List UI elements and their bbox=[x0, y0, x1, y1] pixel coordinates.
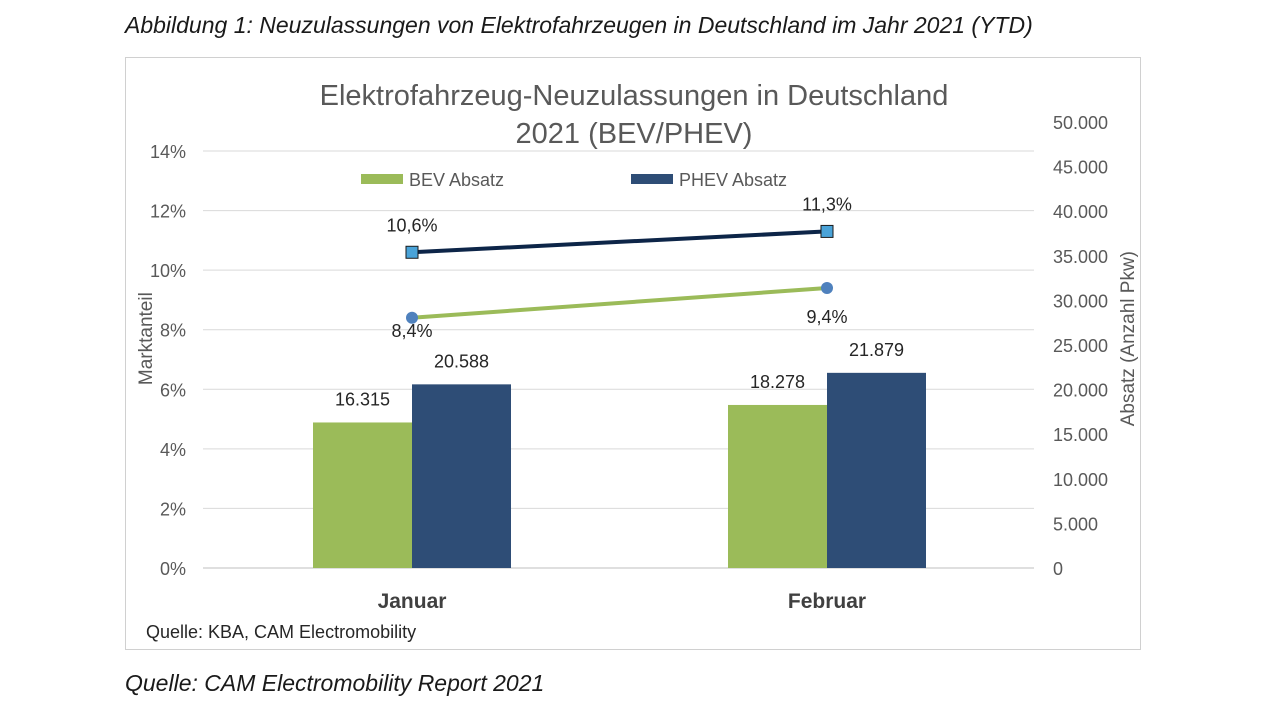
bar-value-label: 16.315 bbox=[335, 389, 390, 409]
labels: Elektrofahrzeug-Neuzulassungen in Deutsc… bbox=[136, 80, 1139, 642]
left-tick-label: 14% bbox=[150, 142, 186, 162]
line-series bbox=[411, 286, 828, 320]
left-tick-label: 2% bbox=[160, 499, 186, 519]
left-tick-label: 4% bbox=[160, 440, 186, 460]
right-axis-title: Absatz (Anzahl Pkw) bbox=[1118, 251, 1139, 426]
chart-title-line: 2021 (BEV/PHEV) bbox=[516, 118, 753, 150]
bar bbox=[313, 422, 412, 568]
right-tick-label: 50.000 bbox=[1053, 113, 1108, 133]
right-tick-label: 35.000 bbox=[1053, 247, 1108, 267]
right-tick-label: 0 bbox=[1053, 559, 1063, 579]
chart-title-line: Elektrofahrzeug-Neuzulassungen in Deutsc… bbox=[320, 80, 949, 112]
right-tick-label: 40.000 bbox=[1053, 202, 1108, 222]
source-note: Quelle: KBA, CAM Electromobility bbox=[146, 622, 416, 642]
left-axis-title: Marktanteil bbox=[136, 292, 157, 385]
line-point bbox=[820, 224, 834, 238]
line-point bbox=[821, 282, 833, 295]
right-tick-label: 10.000 bbox=[1053, 470, 1108, 490]
right-tick-label: 20.000 bbox=[1053, 381, 1108, 401]
right-tick-label: 30.000 bbox=[1053, 291, 1108, 311]
lines bbox=[405, 224, 834, 324]
line-value-label: 8,4% bbox=[391, 321, 432, 341]
legend-label: BEV Absatz bbox=[409, 170, 504, 190]
left-tick-label: 10% bbox=[150, 261, 186, 281]
bar-value-label: 18.278 bbox=[750, 372, 805, 392]
category-label: Januar bbox=[378, 590, 447, 613]
left-tick-label: 6% bbox=[160, 380, 186, 400]
right-tick-label: 25.000 bbox=[1053, 336, 1108, 356]
legend-swatch bbox=[361, 174, 403, 184]
legend-swatch bbox=[631, 174, 673, 184]
bar bbox=[412, 384, 511, 568]
bar-value-label: 21.879 bbox=[849, 340, 904, 360]
chart-svg: Elektrofahrzeug-Neuzulassungen in Deutsc… bbox=[136, 80, 1139, 642]
chart-frame: Elektrofahrzeug-Neuzulassungen in Deutsc… bbox=[125, 57, 1141, 650]
line-series bbox=[411, 229, 828, 255]
left-tick-label: 12% bbox=[150, 202, 186, 222]
line-value-label: 11,3% bbox=[802, 194, 852, 214]
bars bbox=[313, 372, 926, 568]
source-caption: Quelle: CAM Electromobility Report 2021 bbox=[125, 670, 545, 696]
bar-value-label: 20.588 bbox=[434, 351, 489, 371]
right-tick-label: 15.000 bbox=[1053, 425, 1108, 445]
line-value-label: 9,4% bbox=[806, 307, 847, 327]
figure-caption: Abbildung 1: Neuzulassungen von Elektrof… bbox=[125, 12, 1033, 38]
bar bbox=[728, 404, 827, 568]
legend-label: PHEV Absatz bbox=[679, 170, 787, 190]
left-tick-label: 8% bbox=[160, 321, 186, 341]
line-point bbox=[405, 245, 419, 259]
category-label: Februar bbox=[788, 590, 866, 613]
bar bbox=[827, 372, 926, 568]
line-point bbox=[406, 311, 418, 324]
right-tick-label: 45.000 bbox=[1053, 158, 1108, 178]
line-value-label: 10,6% bbox=[386, 215, 437, 235]
left-tick-label: 0% bbox=[160, 559, 186, 579]
right-tick-label: 5.000 bbox=[1053, 514, 1098, 534]
